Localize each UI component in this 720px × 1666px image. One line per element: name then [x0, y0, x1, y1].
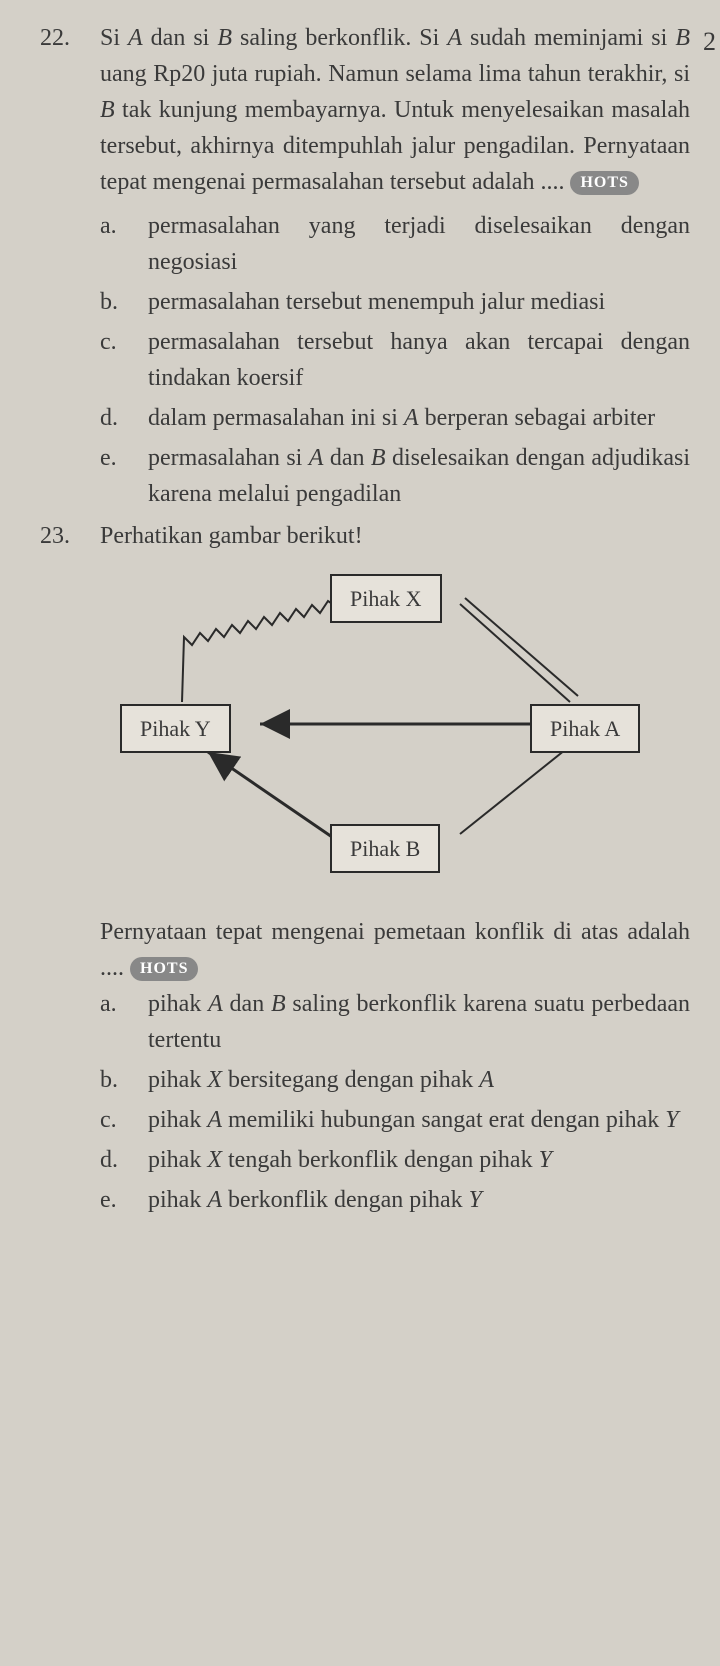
hots-badge: HOTS — [130, 957, 198, 981]
diagram-node-a: Pihak A — [530, 704, 640, 753]
var-y: Y — [469, 1187, 482, 1213]
option-text: permasalahan si A dan B dise­lesaikan de… — [148, 440, 690, 512]
var-b: B — [100, 97, 115, 123]
option-text: pihak X tengah berkonflik dengan pihak Y — [148, 1142, 690, 1178]
edge-x-a-line2 — [465, 598, 578, 696]
option-letter: d. — [100, 1142, 148, 1178]
text: sudah meminjami si — [462, 25, 675, 51]
var-a: A — [309, 445, 324, 471]
question-23-statement: Pernyataan tepat mengenai pemetaan konfl… — [100, 914, 690, 986]
option-a: a. permasalahan yang terjadi dise­lesaik… — [100, 208, 690, 280]
text: ber­peran sebagai arbiter — [419, 405, 656, 431]
question-22-options: a. permasalahan yang terjadi dise­lesaik… — [100, 208, 690, 512]
question-22: 22. Si A dan si B saling berkonflik. Si … — [40, 20, 690, 200]
var-a: A — [207, 1107, 222, 1133]
text: pihak — [148, 1187, 207, 1213]
option-text: dalam permasalahan ini si A ber­peran se… — [148, 400, 690, 436]
option-letter: b. — [100, 284, 148, 320]
text: pihak — [148, 1067, 207, 1093]
var-a: A — [404, 405, 419, 431]
question-23: 23. Perhatikan gambar berikut! — [40, 518, 690, 554]
option-text: permasalahan yang terjadi dise­lesaikan … — [148, 208, 690, 280]
option-text: permasalahan tersebut menem­puh jalur me… — [148, 284, 690, 320]
text: dalam permasalahan ini si — [148, 405, 404, 431]
text: memiliki hubungan sangat erat dengan pih… — [222, 1107, 665, 1133]
var-a: A — [208, 991, 223, 1017]
option-letter: c. — [100, 1102, 148, 1138]
text: permasalahan si — [148, 445, 309, 471]
option-text: pihak A memiliki hubungan sangat erat de… — [148, 1102, 690, 1138]
var-b: B — [271, 991, 286, 1017]
option-text: pihak A berkonflik dengan pihak Y — [148, 1182, 690, 1218]
hots-badge: HOTS — [570, 171, 638, 195]
text: bersitegang dengan pihak — [222, 1067, 479, 1093]
edge-x-a-line1 — [460, 604, 570, 702]
var-x: X — [207, 1067, 222, 1093]
diagram-node-x: Pihak X — [330, 574, 442, 623]
var-b: B — [217, 25, 232, 51]
option-letter: a. — [100, 208, 148, 280]
var-y: Y — [665, 1107, 678, 1133]
option-d: d. dalam permasalahan ini si A ber­peran… — [100, 400, 690, 436]
var-b: B — [675, 25, 690, 51]
var-a: A — [128, 25, 143, 51]
conflict-diagram: Pihak X Pihak Y Pihak A Pihak B — [100, 574, 700, 894]
text: dan — [223, 991, 271, 1017]
option-b: b. permasalahan tersebut menem­puh jalur… — [100, 284, 690, 320]
edge-x-y-zigzag — [182, 601, 340, 702]
text: pihak — [148, 1107, 207, 1133]
option-b: b. pihak X bersitegang dengan pihak A — [100, 1062, 690, 1098]
option-c: c. pihak A memiliki hubungan sangat erat… — [100, 1102, 690, 1138]
option-letter: e. — [100, 1182, 148, 1218]
var-a: A — [447, 25, 462, 51]
text: dan — [323, 445, 370, 471]
option-e: e. permasalahan si A dan B dise­lesaikan… — [100, 440, 690, 512]
text: tengah berkonflik dengan pihak — [222, 1147, 539, 1173]
var-a: A — [207, 1187, 222, 1213]
var-x: X — [207, 1147, 222, 1173]
question-text: Perhatikan gambar berikut! — [100, 518, 690, 554]
option-text: pihak X bersitegang dengan pihak A — [148, 1062, 690, 1098]
question-23-options: a. pihak A dan B saling berkonflik karen… — [100, 986, 690, 1218]
text: pihak — [148, 1147, 207, 1173]
option-letter: d. — [100, 400, 148, 436]
edge-a-b-line — [460, 746, 570, 834]
text: dan si — [143, 25, 218, 51]
option-letter: b. — [100, 1062, 148, 1098]
page-margin-number: 2 — [703, 22, 716, 61]
option-text: permasalahan tersebut hanya akan tercapa… — [148, 324, 690, 396]
diagram-node-y: Pihak Y — [120, 704, 231, 753]
option-d: d. pihak X tengah berkonflik dengan piha… — [100, 1142, 690, 1178]
edge-b-y-arrow — [208, 752, 335, 839]
option-letter: a. — [100, 986, 148, 1058]
option-letter: e. — [100, 440, 148, 512]
var-a: A — [479, 1067, 494, 1093]
question-text: Si A dan si B saling berkonflik. Si A su… — [100, 20, 690, 200]
option-c: c. permasalahan tersebut hanya akan terc… — [100, 324, 690, 396]
text: pihak — [148, 991, 208, 1017]
text: Si — [100, 25, 128, 51]
option-e: e. pihak A berkonflik dengan pihak Y — [100, 1182, 690, 1218]
text: saling berkonflik. Si — [232, 25, 447, 51]
var-b: B — [371, 445, 386, 471]
option-a: a. pihak A dan B saling berkonflik karen… — [100, 986, 690, 1058]
text: berkonflik dengan pihak — [222, 1187, 469, 1213]
text: uang Rp20 juta rupiah. Namun selama lima… — [100, 61, 690, 87]
option-letter: c. — [100, 324, 148, 396]
question-number: 22. — [40, 20, 100, 200]
diagram-node-b: Pihak B — [330, 824, 440, 873]
var-y: Y — [539, 1147, 552, 1173]
option-text: pihak A dan B saling berkonflik karena s… — [148, 986, 690, 1058]
question-number: 23. — [40, 518, 100, 554]
